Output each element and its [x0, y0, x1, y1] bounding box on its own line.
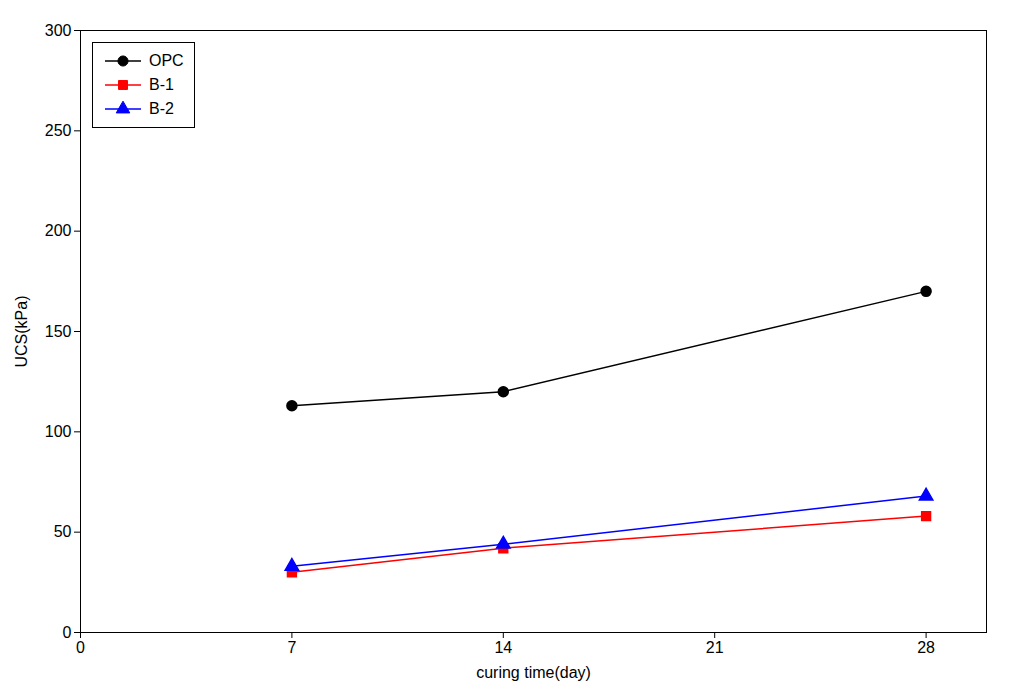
svg-text:21: 21: [706, 639, 724, 656]
svg-text:28: 28: [917, 639, 935, 656]
svg-text:0: 0: [63, 624, 72, 641]
svg-text:300: 300: [45, 22, 72, 39]
svg-text:7: 7: [287, 639, 296, 656]
svg-text:curing time(day): curing time(day): [476, 664, 591, 681]
svg-text:150: 150: [45, 323, 72, 340]
svg-text:250: 250: [45, 122, 72, 139]
html-text:OPC: OPC: [149, 52, 184, 69]
html-text:B-1: B-1: [149, 76, 174, 93]
svg-text:0: 0: [76, 639, 85, 656]
svg-text:UCS(kPa): UCS(kPa): [13, 295, 30, 367]
html-text:B-2: B-2: [149, 100, 174, 117]
svg-text:200: 200: [45, 222, 72, 239]
svg-text:50: 50: [54, 523, 72, 540]
svg-text:100: 100: [45, 423, 72, 440]
svg-text:14: 14: [494, 639, 512, 656]
